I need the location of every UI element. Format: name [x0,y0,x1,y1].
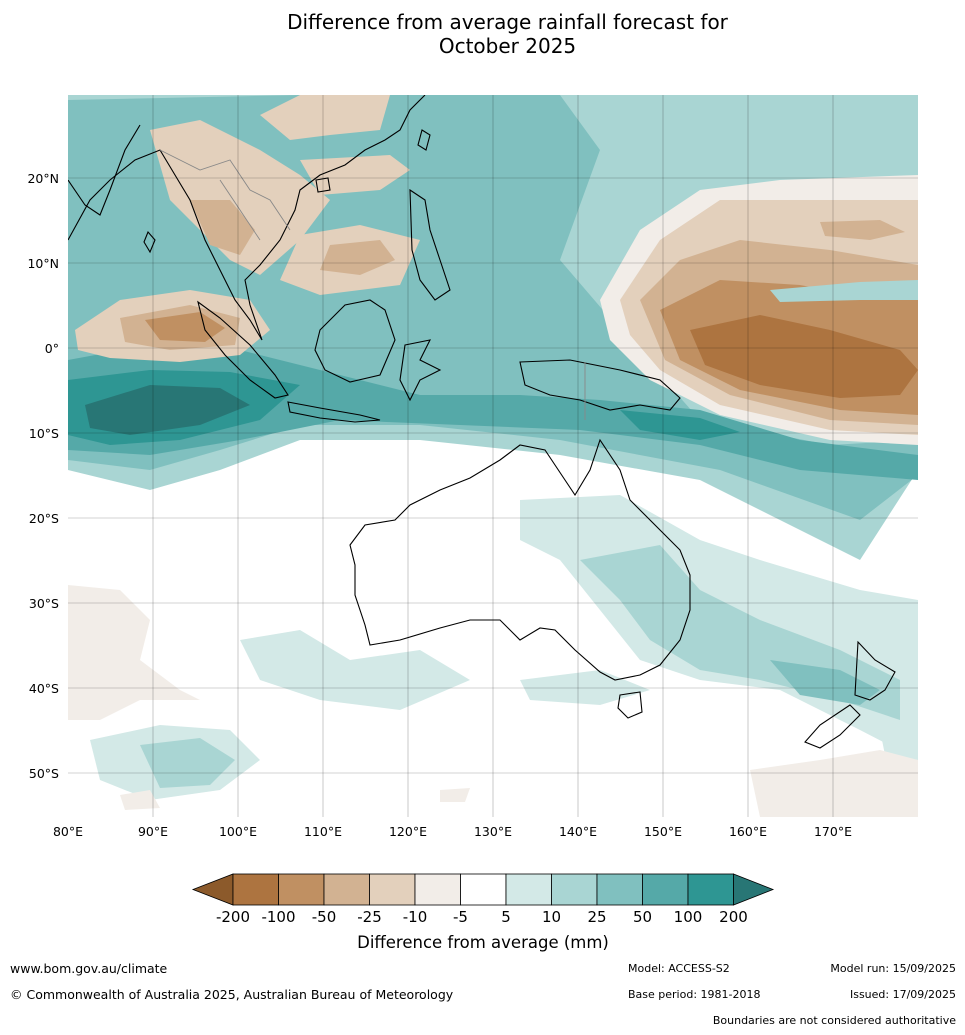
wet-region-max [85,385,250,435]
longitude-tick-label: 170°E [814,824,852,839]
longitude-tick-label: 110°E [304,824,342,839]
colorbar-swatch [551,873,598,906]
dry-region-scs-core [320,240,395,275]
coastline-java [287,401,381,423]
colorbar-label: -10 [403,908,428,926]
colorbar-swatch [232,873,279,906]
colorbar-label: -200 [216,908,250,926]
footer-model-run: Model run: 15/09/2025 [830,962,956,975]
latitude-tick-label: 30°S [29,596,59,611]
colorbar-swatch [642,873,689,906]
coastline-sumatra [197,300,289,399]
longitude-tick-label: 90°E [138,824,168,839]
wet-region-east-core [620,410,740,440]
colorbar-swatch [323,873,370,906]
latitude-tick-label: 40°S [29,681,59,696]
map-title: Difference from average rainfall forecas… [0,10,965,58]
longitude-tick-label: 130°E [474,824,512,839]
colorbar-swatch [505,873,552,906]
footer-issued: Issued: 17/09/2025 [849,988,956,1001]
longitude-tick-label: 150°E [644,824,682,839]
wet-region-tasman [770,660,880,705]
colorbar-label: 50 [633,908,652,926]
longitude-tick-label: 140°E [559,824,597,839]
colorbar-swatch [687,873,734,906]
colorbar-label: 25 [587,908,606,926]
colorbar-label: 200 [719,908,748,926]
coastline-taiwan [417,129,431,151]
coastline-tasmania [617,691,643,719]
colorbar-label: -100 [261,908,295,926]
wet-region-band [68,345,918,480]
longitude-labels: 80°E 90°E 100°E 110°E 120°E 130°E 140°E 150°E 16… [53,824,852,839]
colorbar-swatch [596,873,643,906]
dry-region-southwest [68,585,200,720]
wet-region-south-indian-core [140,738,235,788]
colorbar-labels: -200 -100 -50 -25 -10 -5 5 10 25 50 100 200 [216,908,748,926]
map-field [68,95,918,817]
dry-region-southeast [120,750,918,817]
colorbar-swatch [460,873,507,906]
dry-region-pacific-max [690,315,918,398]
coastline-new-guinea [519,359,681,411]
colorbar-label: -5 [453,908,468,926]
longitude-tick-label: 100°E [219,824,257,839]
coastline-philippines [409,188,451,301]
latitude-labels: 20°N 10°N 0° 10°S 20°S 30°S 40°S 50°S [27,171,59,781]
title-line-1: Difference from average rainfall forecas… [287,10,728,34]
latitude-tick-label: 20°S [29,511,59,526]
wet-strip-pacific [770,280,918,302]
colorbar-swatch [369,873,416,906]
colorbar-label: 10 [542,908,561,926]
colorbar-label: -50 [312,908,337,926]
footer-model: Model: ACCESS-S2 [628,962,730,975]
latitude-tick-label: 50°S [29,766,59,781]
coastline-sri-lanka [143,230,156,254]
coastline-hainan [315,177,331,193]
colorbar-max-arrow [733,873,775,906]
colorbar [191,873,775,906]
footer-website: www.bom.gov.au/climate [10,961,168,976]
coastline-sulawesi [399,339,442,402]
dry-strip-north-pacific [820,220,905,240]
longitude-tick-label: 160°E [729,824,767,839]
dry-region-china [260,95,390,140]
coastline-india [68,124,141,216]
footer-disclaimer: Boundaries are not considered authoritat… [712,1014,956,1027]
latitude-tick-label: 20°N [27,171,59,186]
wet-region-southern [520,670,918,760]
longitude-tick-label: 120°E [389,824,427,839]
title-line-2: October 2025 [438,34,577,58]
longitude-tick-label: 80°E [53,824,83,839]
colorbar-swatch [414,873,461,906]
colorbar-min-arrow [191,873,234,906]
dry-region-indochina-core [190,200,255,255]
latitude-tick-label: 10°N [27,256,59,271]
colorbar-label: 100 [674,908,703,926]
colorbar-title: Difference from average (mm) [357,933,609,952]
coastline-new-zealand [804,640,896,749]
dry-region-indochina [150,120,330,275]
footer-copyright: © Commonwealth of Australia 2025, Austra… [10,987,454,1002]
colorbar-label: 5 [501,908,511,926]
latitude-tick-label: 0° [45,341,59,356]
latitude-tick-label: 10°S [29,426,59,441]
colorbar-swatch [278,873,325,906]
country-borders [159,149,586,420]
map-gridlines [68,95,918,817]
coastline-australia [349,438,691,681]
footer-base-period: Base period: 1981-2018 [628,988,761,1001]
dry-region-indian-ocean-max [145,312,225,342]
colorbar-label: -25 [357,908,382,926]
coastline-borneo [314,299,396,383]
